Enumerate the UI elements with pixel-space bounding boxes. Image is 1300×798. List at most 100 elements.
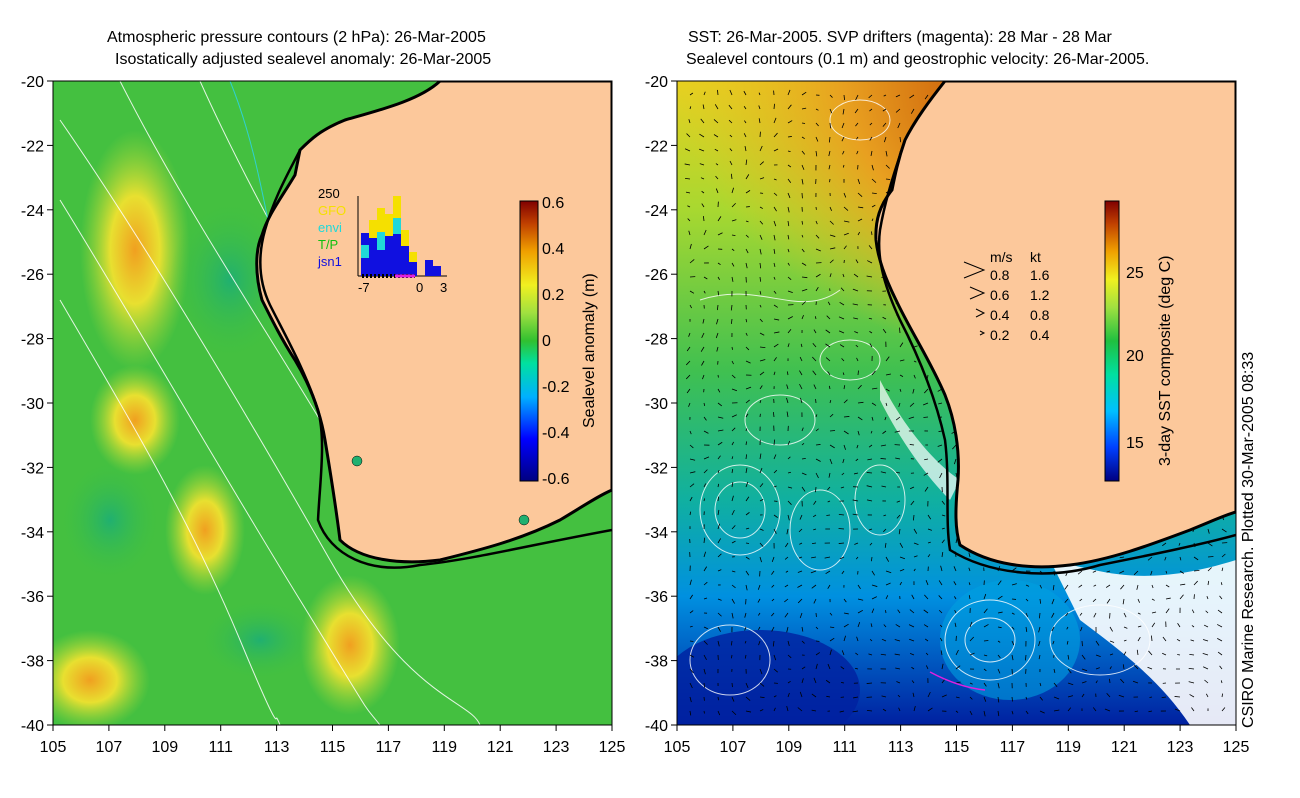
velocity-arrow bbox=[730, 173, 733, 180]
velocity-arrow bbox=[731, 262, 735, 267]
velocity-arrow bbox=[911, 666, 915, 670]
velocity-arrow bbox=[786, 626, 789, 633]
velocity-arrow bbox=[1067, 695, 1074, 698]
velocity-arrow bbox=[869, 343, 873, 348]
velocity-arrow bbox=[856, 136, 859, 140]
velocity-arrow bbox=[717, 216, 722, 222]
velocity-arrow bbox=[689, 696, 692, 703]
y-axis-tick-label: -34 bbox=[645, 525, 668, 542]
velocity-arrow bbox=[899, 542, 904, 548]
velocity-arrow bbox=[773, 485, 777, 488]
velocity-arrow bbox=[702, 215, 705, 222]
velocity-arrow bbox=[898, 528, 901, 535]
velocity-arrow bbox=[857, 609, 863, 614]
velocity-arrow bbox=[759, 161, 764, 166]
velocity-arrow bbox=[745, 248, 749, 254]
velocity-arrow bbox=[856, 636, 859, 642]
velocity-arrow bbox=[731, 584, 736, 589]
velocity-arrow bbox=[745, 467, 748, 474]
velocity-arrow bbox=[983, 668, 987, 672]
velocity-arrow bbox=[815, 663, 818, 670]
velocity-arrow bbox=[713, 119, 719, 124]
velocity-arrow bbox=[1177, 623, 1181, 628]
velocity-arrow bbox=[1133, 570, 1139, 576]
sla-cbar-tick: -0.2 bbox=[542, 379, 570, 396]
velocity-arrow bbox=[923, 416, 929, 418]
velocity-arrow bbox=[1052, 584, 1055, 591]
velocity-arrow bbox=[745, 386, 752, 390]
velocity-legend-kt: 0.4 bbox=[1030, 327, 1050, 343]
velocity-arrow bbox=[787, 150, 791, 153]
velocity-arrow bbox=[1177, 654, 1181, 656]
velocity-arrow bbox=[829, 612, 833, 616]
velocity-arrow bbox=[759, 385, 763, 390]
y-axis-tick-label: -38 bbox=[21, 654, 44, 671]
velocity-arrow bbox=[871, 218, 874, 222]
velocity-arrow bbox=[857, 416, 863, 421]
velocity-arrow bbox=[880, 458, 887, 460]
velocity-arrow bbox=[685, 177, 691, 180]
velocity-arrow bbox=[885, 610, 887, 614]
velocity-arrow bbox=[731, 374, 736, 379]
velocity-arrow bbox=[1080, 626, 1083, 632]
inset-legend-jsn1: jsn1 bbox=[317, 254, 342, 269]
velocity-arrow bbox=[759, 696, 765, 699]
velocity-arrow bbox=[952, 444, 957, 450]
velocity-arrow bbox=[955, 649, 959, 656]
velocity-arrow bbox=[871, 402, 877, 406]
velocity-arrow bbox=[813, 500, 817, 505]
svp-drifter-track bbox=[929, 671, 986, 691]
velocity-arrow bbox=[786, 384, 789, 390]
velocity-arrow bbox=[883, 514, 887, 517]
velocity-arrow bbox=[731, 509, 735, 516]
sst-cold-water bbox=[940, 580, 1080, 700]
velocity-arrow bbox=[703, 402, 706, 407]
sla-high-anomaly bbox=[90, 365, 180, 475]
velocity-arrow bbox=[843, 623, 849, 628]
velocity-arrow bbox=[745, 318, 748, 323]
velocity-arrow bbox=[885, 373, 892, 376]
velocity-arrow bbox=[759, 276, 762, 282]
velocity-arrow bbox=[812, 356, 817, 362]
velocity-arrow bbox=[786, 705, 789, 712]
velocity-arrow bbox=[896, 500, 901, 503]
velocity-arrow bbox=[1081, 681, 1087, 684]
sla-high-anomaly bbox=[300, 575, 400, 715]
velocity-arrow bbox=[731, 248, 735, 251]
velocity-arrow bbox=[1092, 598, 1097, 602]
velocity-arrow bbox=[871, 192, 877, 194]
velocity-arrow bbox=[1206, 596, 1209, 600]
velocity-arrow bbox=[828, 385, 831, 390]
velocity-arrow bbox=[759, 467, 763, 474]
velocity-arrow bbox=[717, 496, 720, 502]
velocity-arrow bbox=[787, 276, 792, 281]
velocity-arrow bbox=[759, 400, 762, 404]
velocity-arrow bbox=[1039, 584, 1043, 589]
velocity-arrow bbox=[1193, 580, 1198, 586]
velocity-arrow bbox=[745, 496, 750, 502]
velocity-arrow bbox=[729, 160, 733, 166]
y-axis-tick-label: -36 bbox=[645, 589, 668, 606]
velocity-arrow bbox=[731, 710, 737, 716]
velocity-arrow bbox=[1202, 653, 1209, 656]
velocity-arrow bbox=[1064, 584, 1069, 590]
velocity-arrow bbox=[785, 542, 789, 548]
velocity-arrow bbox=[997, 654, 1001, 659]
velocity-arrow bbox=[717, 276, 720, 280]
velocity-arrow bbox=[744, 626, 747, 631]
velocity-arrow bbox=[882, 708, 887, 712]
velocity-arrow bbox=[797, 584, 803, 588]
velocity-arrow bbox=[827, 500, 831, 503]
velocity-arrow bbox=[784, 556, 789, 560]
velocity-arrow bbox=[1221, 693, 1224, 698]
velocity-arrow bbox=[689, 304, 692, 309]
velocity-arrow bbox=[1079, 598, 1083, 602]
y-axis-tick-label: -20 bbox=[21, 74, 44, 91]
velocity-arrow bbox=[853, 472, 859, 475]
velocity-arrow bbox=[685, 374, 691, 380]
velocity-arrow bbox=[731, 495, 734, 502]
velocity-arrow bbox=[1188, 667, 1195, 670]
velocity-arrow bbox=[703, 668, 706, 675]
velocity-arrow bbox=[773, 117, 777, 124]
velocity-arrow bbox=[869, 122, 873, 126]
